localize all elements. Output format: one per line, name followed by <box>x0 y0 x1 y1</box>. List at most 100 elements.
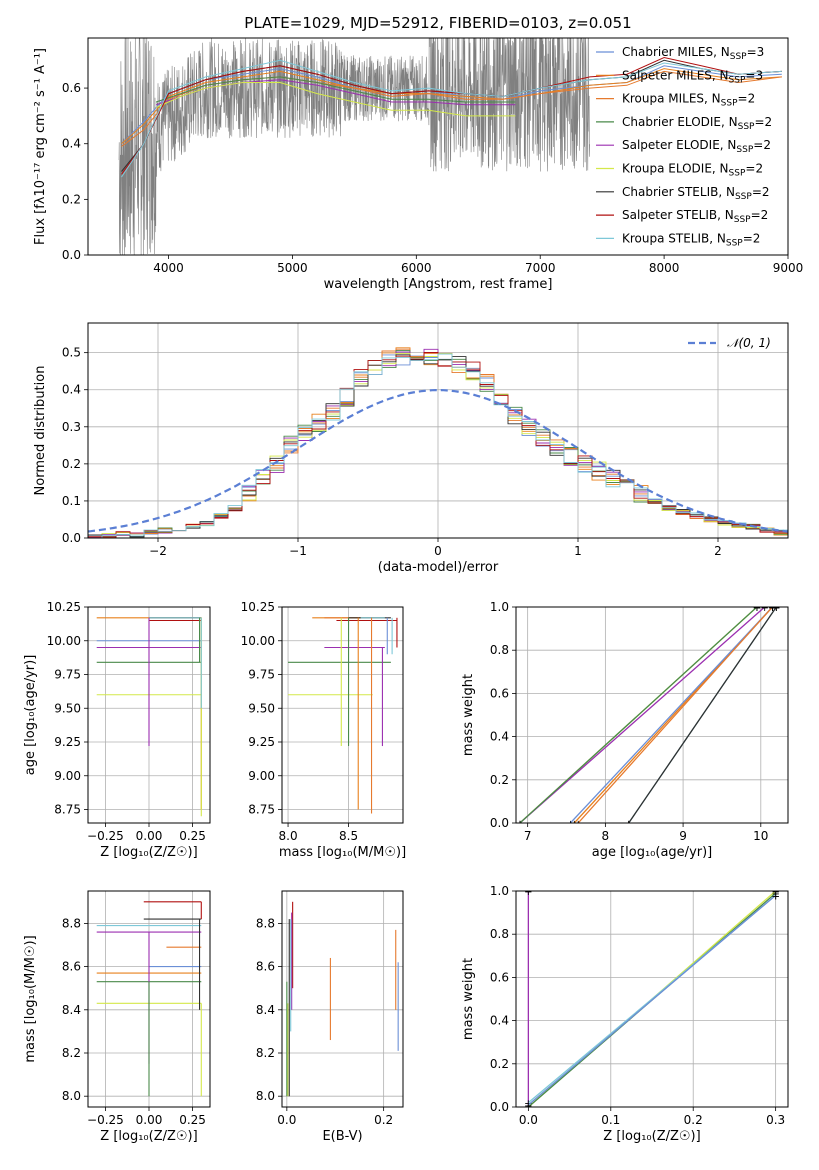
y-tick-label: 10.00 <box>241 634 275 648</box>
y-tick-label: 8.4 <box>256 1003 275 1017</box>
normal-curve <box>88 389 788 533</box>
marker: + <box>574 819 582 830</box>
legend-sub: SSP <box>734 215 751 225</box>
legend-label: Chabrier MILES, NSSP=3 <box>622 45 764 62</box>
marker: + <box>768 603 776 614</box>
y-axis-label: mass weight <box>461 958 476 1040</box>
x-tick-label: 0.00 <box>136 829 163 843</box>
y-tick-label: 0.0 <box>62 248 81 262</box>
y-tick-label: 10.25 <box>47 600 81 614</box>
legend-sub: SSP <box>721 99 738 109</box>
y-tick-label: 10.00 <box>47 634 81 648</box>
age-weight-panel: 7 8 9 10 0.0 0.2 0.4 0.6 0.8 1.0 age [log₁₀(age/yr… <box>461 600 789 860</box>
axes-frame <box>87 37 789 256</box>
x-tick-label: 0 <box>434 544 442 558</box>
marker: + <box>516 819 524 830</box>
y-tick-label: 0.4 <box>62 137 81 151</box>
y-tick-label: 0.1 <box>62 494 81 508</box>
x-tick-label: 9 <box>679 829 687 843</box>
legend-name: Salpeter STELIB, N <box>622 208 734 222</box>
y-axis-label: Normed distribution <box>33 366 48 496</box>
marker: + <box>624 819 632 830</box>
z-age-panel: −0.25 0.00 0.25 8.75 9.00 9.25 9.50 9.75 10.00 10… <box>23 600 211 860</box>
x-tick-label: 0.0 <box>519 1113 538 1127</box>
marker: + <box>524 1101 532 1112</box>
x-tick-label: 8.5 <box>339 829 358 843</box>
y-tick-label: 0.8 <box>490 643 509 657</box>
marker: + <box>772 603 780 614</box>
x-tick-label: −1 <box>289 544 307 558</box>
model-line-5 <box>155 82 516 117</box>
residuals-panel: −2 −1 0 1 2 0.0 0.1 0.2 0.3 0.4 0.5 (data-model)/er… <box>33 322 789 575</box>
x-tick-label: 8 <box>602 829 610 843</box>
marker: + <box>771 891 779 902</box>
legend-sub: SSP <box>730 52 747 62</box>
y-tick-label: 0.2 <box>490 773 509 787</box>
observed-spectrum <box>118 38 590 255</box>
model-line-3 <box>155 76 516 103</box>
y-tick-label: 9.25 <box>54 735 81 749</box>
y-tick-label: 0.4 <box>62 383 81 397</box>
x-tick-label: 4000 <box>153 261 184 275</box>
y-tick-label: 0.2 <box>62 192 81 206</box>
x-axis-label: age [log₁₀(age/yr)] <box>592 845 713 860</box>
legend-label: Kroupa STELIB, NSSP=2 <box>622 231 760 248</box>
legend-suffix: =3 <box>745 68 763 82</box>
legend-suffix: =2 <box>752 185 770 199</box>
mass-age-panel: 8.0 8.5 8.75 9.00 9.25 9.50 9.75 10.00 10.25 mass… <box>241 600 407 860</box>
x-tick-label: 0.3 <box>766 1113 785 1127</box>
x-tick-label: 9000 <box>773 261 804 275</box>
legend-sub: SSP <box>729 75 746 85</box>
y-tick-label: 0.6 <box>490 686 509 700</box>
plot-area <box>88 347 788 538</box>
marker: + <box>524 1103 532 1114</box>
axes-frame <box>87 890 211 1108</box>
x-axis-label: E(B-V) <box>322 1129 362 1144</box>
cumulative-line <box>569 607 773 823</box>
axes-frame <box>87 606 211 824</box>
model-line-8 <box>121 59 782 178</box>
marker: + <box>753 603 761 614</box>
y-tick-label: 1.0 <box>490 600 509 614</box>
marker: + <box>768 603 776 614</box>
legend-label: Salpeter MILES, NSSP=3 <box>622 68 763 85</box>
legend-name: Salpeter ELODIE, N <box>622 138 736 152</box>
x-tick-label: 0.1 <box>601 1113 620 1127</box>
y-tick-label: 0.6 <box>62 81 81 95</box>
marker: + <box>771 887 779 898</box>
plot-area <box>288 617 398 814</box>
cumulative-line <box>577 607 773 823</box>
y-tick-label: 8.2 <box>62 1046 81 1060</box>
y-tick-label: 10.25 <box>241 600 275 614</box>
x-tick-label: 0.2 <box>374 1113 393 1127</box>
axes-frame <box>281 890 404 1108</box>
y-tick-label: 0.4 <box>490 730 509 744</box>
marker: + <box>524 1103 532 1114</box>
x-axis-label: wavelength [Angstrom, rest frame] <box>324 277 553 292</box>
legend-name: Kroupa STELIB, N <box>622 231 726 245</box>
y-tick-label: 0.3 <box>62 420 81 434</box>
legend-name: Kroupa MILES, N <box>622 92 721 106</box>
legend-name: Salpeter MILES, N <box>622 68 729 82</box>
legend-suffix: =2 <box>754 115 772 129</box>
model-line-7 <box>121 56 782 175</box>
x-axis-label: Z [log₁₀(Z/Z☉)] <box>100 1129 197 1144</box>
marker: + <box>768 603 776 614</box>
x-tick-label: 0.25 <box>179 829 206 843</box>
z-mass-panel: −0.25 0.00 0.25 8.0 8.2 8.4 8.6 8.8 Z [log₁₀(Z/Z… <box>23 890 211 1144</box>
cumulative-line <box>527 894 777 1106</box>
y-axis-label: Flux [fλ10⁻¹⁷ erg cm⁻² s⁻¹ A⁻¹] <box>33 48 48 245</box>
y-tick-label: 9.75 <box>248 668 275 682</box>
y-tick-label: 0.0 <box>490 1100 509 1114</box>
y-tick-label: 0.4 <box>490 1014 509 1028</box>
x-tick-label: 8.0 <box>279 829 298 843</box>
cumulative-line <box>628 607 777 823</box>
plot-area <box>96 617 202 817</box>
x-tick-label: 7000 <box>525 261 556 275</box>
y-tick-label: 8.4 <box>62 1003 81 1017</box>
plot-area: ++++++++++++++++ <box>516 603 781 830</box>
y-tick-label: 9.50 <box>54 701 81 715</box>
y-tick-label: 0.0 <box>62 531 81 545</box>
legend-suffix: =2 <box>751 208 769 222</box>
